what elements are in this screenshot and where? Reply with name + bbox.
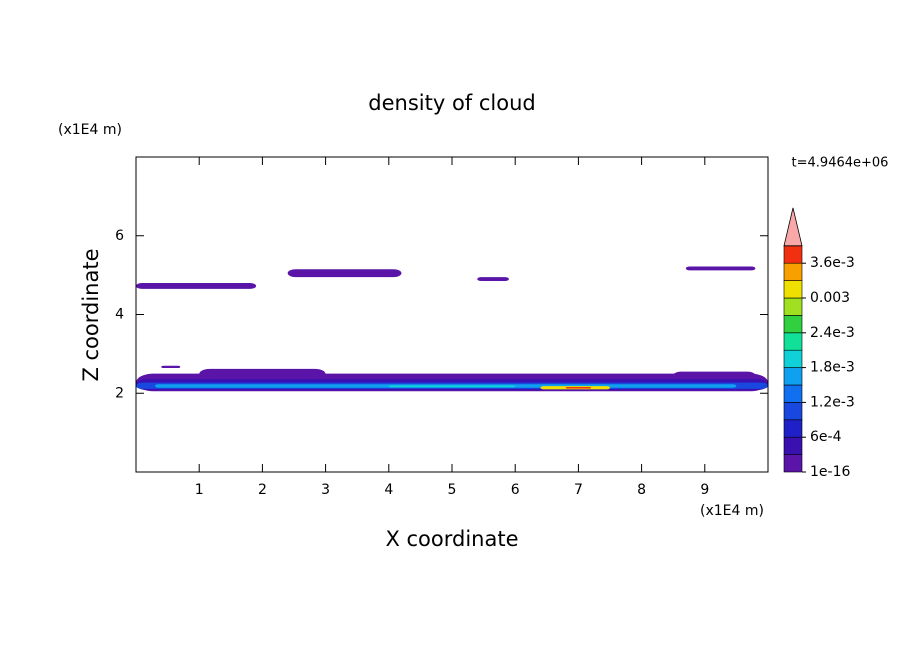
x-tick-label: 3 xyxy=(321,482,330,498)
x-tick-label: 8 xyxy=(637,482,646,498)
contour-layer xyxy=(136,266,768,392)
contour-patch xyxy=(477,277,509,282)
x-tick-label: 6 xyxy=(511,482,520,498)
y-tick-label: 6 xyxy=(115,228,124,244)
colorbar-band xyxy=(783,384,803,403)
time-label: t=4.9464e+06 xyxy=(792,156,889,171)
x-tick-label: 4 xyxy=(384,482,393,498)
colorbar-band xyxy=(783,402,803,421)
colorbar-tick-label: 0.003 xyxy=(810,290,850,306)
colorbar-band xyxy=(783,245,803,264)
contour-patch xyxy=(161,365,181,369)
colorbar-tick-label: 1.8e-3 xyxy=(810,360,855,376)
y-tick-label: 4 xyxy=(115,307,124,323)
plot-frame xyxy=(135,156,769,473)
colorbar-tick-label: 2.4e-3 xyxy=(810,325,855,341)
colorbar-band xyxy=(783,262,803,281)
colorbar-band xyxy=(783,332,803,351)
y-tick-label: 2 xyxy=(115,385,124,401)
colorbar-band xyxy=(783,297,803,316)
contour-patch xyxy=(685,266,756,271)
colorbar-band xyxy=(783,436,803,455)
colorbar-band xyxy=(783,315,803,334)
colorbar-tick-label: 1e-16 xyxy=(810,464,850,480)
y-unit: (x1E4 m) xyxy=(58,122,122,138)
colorbar-tick-label: 3.6e-3 xyxy=(810,255,855,271)
contour-patch xyxy=(565,386,592,389)
y-axis-title: Z coordinate xyxy=(79,248,103,381)
x-tick-label: 9 xyxy=(700,482,709,498)
colorbar-over xyxy=(783,207,803,247)
x-tick-label: 1 xyxy=(195,482,204,498)
x-unit: (x1E4 m) xyxy=(700,503,764,519)
x-axis-title: X coordinate xyxy=(385,527,518,551)
colorbar-band xyxy=(783,419,803,438)
colorbar-tick-label: 6e-4 xyxy=(810,429,842,445)
colorbar-band xyxy=(783,280,803,299)
colorbar-band xyxy=(783,454,803,473)
contour-patch xyxy=(136,283,257,289)
x-tick-label: 5 xyxy=(448,482,457,498)
x-tick-label: 7 xyxy=(574,482,583,498)
colorbar-band xyxy=(783,349,803,368)
chart-title: density of cloud xyxy=(368,91,535,115)
colorbar-tick-label: 1.2e-3 xyxy=(810,394,855,410)
contour-patch xyxy=(388,385,516,388)
colorbar-band xyxy=(783,367,803,386)
x-tick-label: 2 xyxy=(258,482,267,498)
contour-patch xyxy=(287,269,402,278)
